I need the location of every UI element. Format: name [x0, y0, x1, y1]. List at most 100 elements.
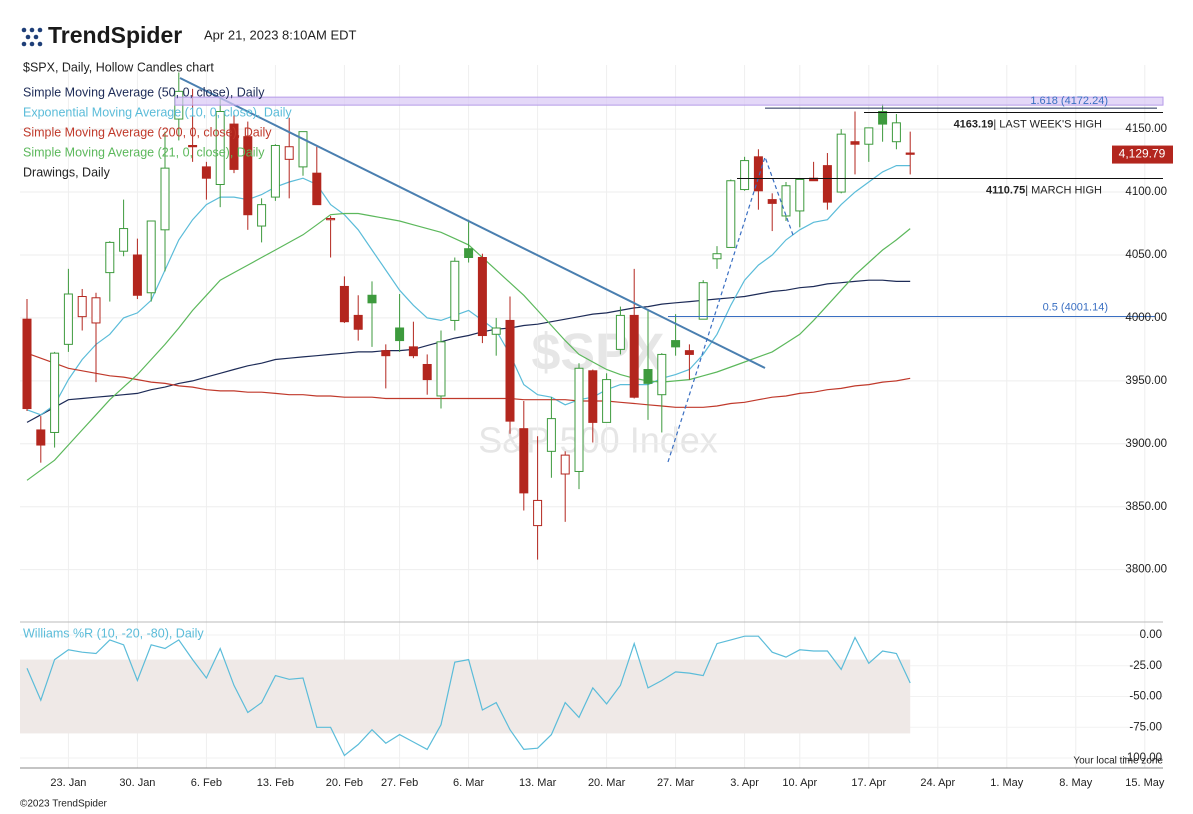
candle-body: [160, 167, 170, 231]
candle-body: [436, 341, 446, 397]
candle-body: [257, 204, 267, 227]
candle-body: [91, 297, 101, 324]
x-tick-label: 13. Mar: [519, 777, 557, 789]
y-tick-label: 3850.00: [1125, 501, 1167, 513]
candle-body: [22, 318, 32, 410]
candle-body: [546, 418, 556, 452]
fib-label: 1.618 (4172.24): [1030, 95, 1108, 107]
moving-average-line: [26, 352, 911, 408]
x-tick-label: 23. Jan: [50, 777, 86, 789]
trendline: [179, 77, 766, 369]
candle-body: [698, 282, 708, 320]
last-price-tag: [1112, 145, 1173, 164]
x-tick-label: 17. Apr: [851, 777, 886, 789]
x-tick-label: 15. May: [1125, 777, 1165, 789]
williams-line: [26, 635, 911, 757]
candle-body: [450, 260, 460, 321]
legend-entry: Exponential Moving Average (10, 0, close…: [23, 105, 292, 119]
candle-body: [629, 314, 639, 398]
x-tick-label: 24. Apr: [920, 777, 955, 789]
candle-body: [422, 363, 432, 381]
dashed-drawing: [667, 155, 794, 463]
candle-body: [284, 146, 294, 160]
y-tick-label: 4050.00: [1125, 249, 1167, 261]
y-tick-label: -75.00: [1129, 721, 1162, 733]
candle-body: [905, 152, 915, 155]
candle-body: [243, 136, 253, 216]
candle-body: [201, 166, 211, 179]
copyright: ©2023 TrendSpider: [20, 799, 108, 810]
moving-average-line: [26, 165, 911, 416]
candle-body: [408, 346, 418, 357]
legend-entry: Simple Moving Average (50, 0, close), Da…: [23, 85, 265, 99]
candle-body: [615, 314, 625, 350]
williams-band: [20, 659, 911, 734]
candle-body: [781, 185, 791, 217]
y-tick-label: 4100.00: [1125, 186, 1167, 198]
candle-body: [671, 340, 681, 348]
candle-body: [339, 285, 349, 323]
candle-body: [188, 144, 198, 148]
candle-body: [229, 123, 239, 170]
y-tick-label: -100.00: [1123, 752, 1162, 764]
y-tick-label: 3950.00: [1125, 375, 1167, 387]
candle-body: [77, 296, 87, 318]
brand: TrendSpider: [48, 22, 182, 48]
x-tick-label: 13. Feb: [257, 777, 294, 789]
fib-band: [174, 96, 1164, 106]
legend-entry: Drawings, Daily: [23, 165, 111, 179]
x-tick-label: 10. Apr: [782, 777, 817, 789]
candle-body: [740, 160, 750, 191]
x-tick-label: 20. Mar: [588, 777, 626, 789]
x-tick-label: 20. Feb: [326, 777, 363, 789]
y-tick-label: -50.00: [1129, 691, 1162, 703]
y-tick-label: 3900.00: [1125, 438, 1167, 450]
x-tick-label: 3. Apr: [730, 777, 759, 789]
x-tick-label: 6. Feb: [191, 777, 222, 789]
x-tick-label: 30. Jan: [119, 777, 155, 789]
x-tick-label: 27. Mar: [657, 777, 695, 789]
candle-body: [132, 254, 142, 296]
candle-body: [519, 428, 529, 494]
candle-body: [878, 111, 888, 125]
candle-body: [298, 131, 308, 168]
candle-body: [119, 228, 129, 252]
timezone-note: Your local time zone: [1073, 756, 1163, 767]
candle-body: [850, 141, 860, 145]
panel-title: Williams %R (10, -20, -80), Daily: [23, 626, 204, 640]
candle-body: [367, 294, 377, 304]
candle-body: [836, 133, 846, 193]
candle-body: [36, 429, 46, 446]
candle-body: [712, 253, 722, 260]
logo-icon: [21, 27, 43, 47]
chart-title: $SPX, Daily, Hollow Candles chart: [23, 60, 214, 74]
timestamp: Apr 21, 2023 8:10AM EDT: [204, 27, 357, 42]
candle-body: [643, 369, 653, 384]
level-value: 4110.75: [986, 184, 1025, 196]
candle-body: [326, 217, 336, 221]
y-tick-label: -25.00: [1129, 660, 1162, 672]
candle-body: [270, 144, 280, 198]
candle-body: [602, 379, 612, 423]
candle-body: [464, 248, 474, 259]
candle-body: [395, 327, 405, 342]
candle-body: [657, 353, 667, 396]
watermark-subtitle: S&P 500 Index: [478, 420, 718, 461]
y-tick-label: 3800.00: [1125, 564, 1167, 576]
level-text: | LAST WEEK'S HIGH: [993, 118, 1102, 130]
candle-body: [891, 122, 901, 143]
legend-entry: Simple Moving Average (21, 0, close), Da…: [23, 145, 265, 159]
x-tick-label: 27. Feb: [381, 777, 418, 789]
watermark: $SPX: [532, 324, 665, 382]
candle-body: [795, 178, 805, 212]
candle-body: [63, 293, 73, 345]
candle-body: [864, 127, 874, 145]
candle-body: [477, 257, 487, 337]
candle-body: [491, 327, 501, 335]
plot: [20, 72, 915, 757]
candle-body: [574, 367, 584, 472]
level-label: 4163.19| LAST WEEK'S HIGH: [954, 118, 1102, 130]
candle-body: [312, 172, 322, 206]
candle-body: [505, 319, 515, 422]
